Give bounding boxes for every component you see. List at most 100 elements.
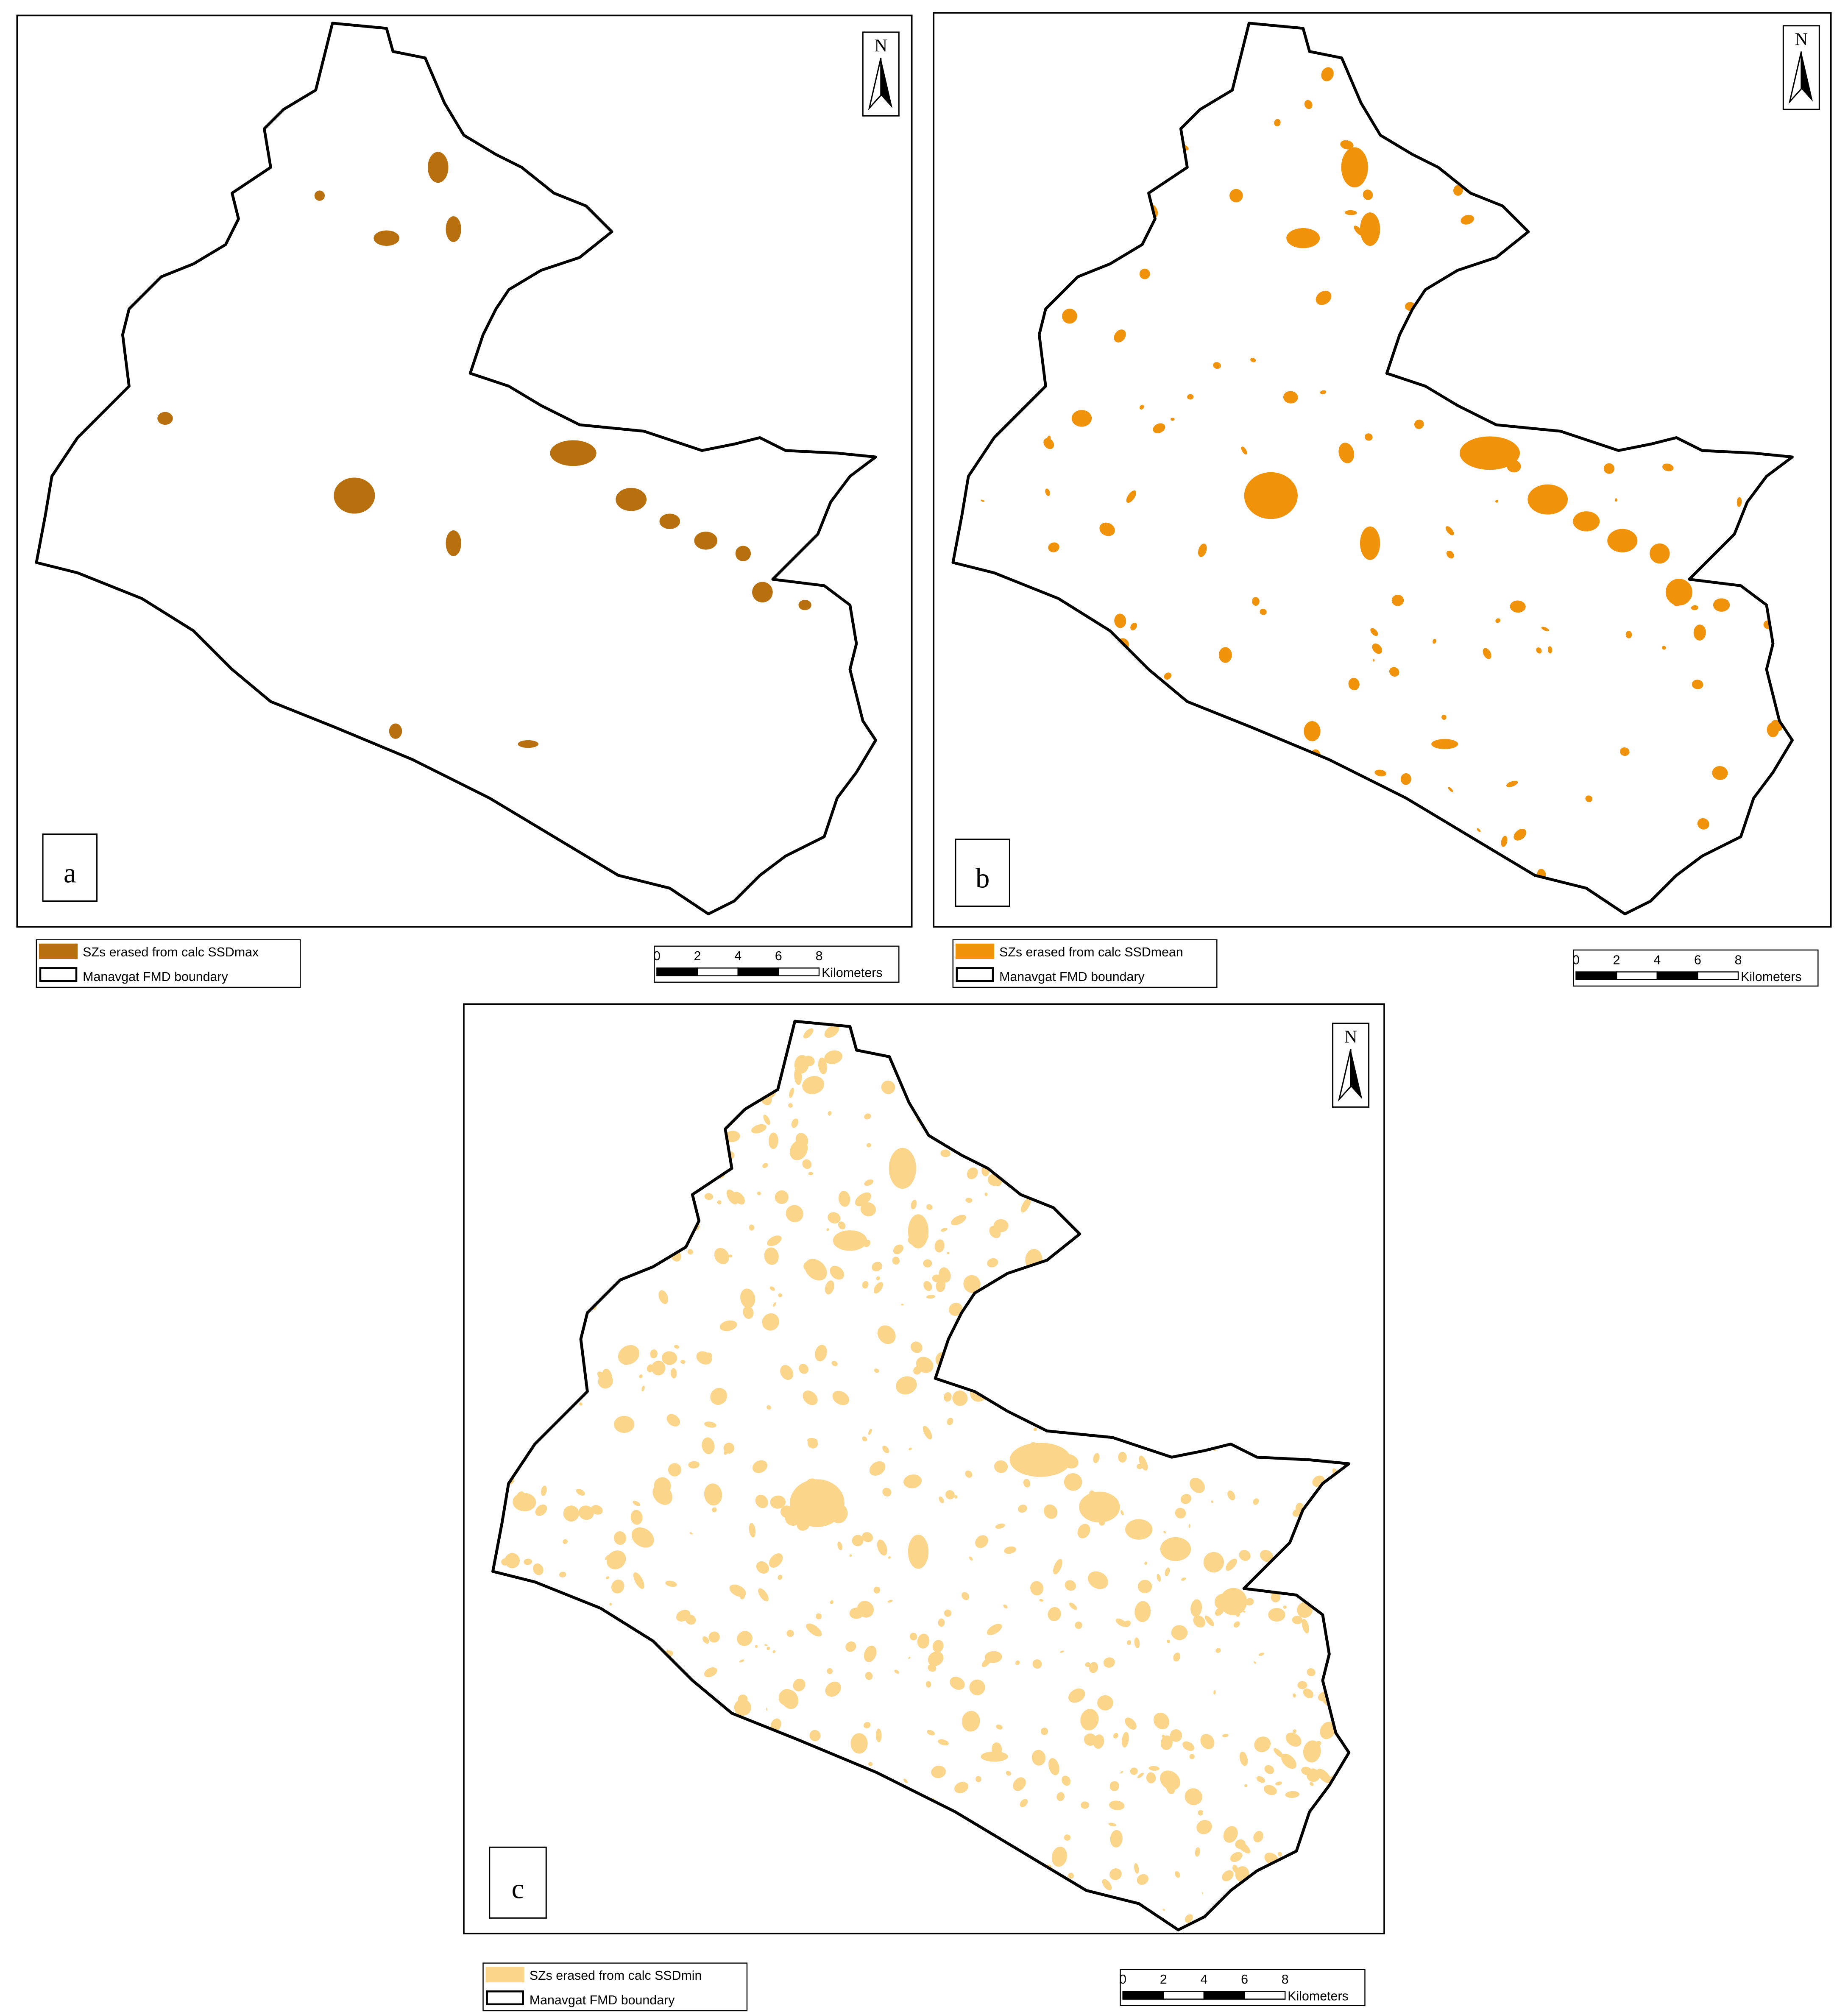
erased-zone (894, 1669, 899, 1674)
erased-zone (1103, 1657, 1115, 1668)
legend-swatch-zones (955, 943, 994, 959)
erased-zone (881, 1080, 895, 1094)
erased-zone (1109, 1868, 1122, 1880)
erased-zone (1190, 1599, 1202, 1617)
erased-zone (768, 1132, 778, 1149)
erased-zone (1477, 828, 1481, 832)
erased-zone (1204, 1615, 1214, 1627)
erased-zone (1232, 1864, 1238, 1873)
erased-zone (803, 1028, 814, 1039)
erased-zone (824, 1025, 839, 1038)
erased-zone (875, 1728, 882, 1742)
erased-zone (1099, 522, 1115, 536)
panel-label-box (489, 1846, 547, 1919)
erased-zone (563, 1539, 568, 1544)
erased-zone (791, 1118, 798, 1128)
erased-zone (1023, 1479, 1031, 1488)
erased-zone (770, 1495, 786, 1509)
erased-zone (1536, 647, 1542, 654)
erased-zone (1275, 1781, 1282, 1786)
erased-zone (1303, 1740, 1321, 1763)
erased-zone (995, 1523, 1005, 1529)
erased-zone (1340, 140, 1354, 150)
erased-zone (1292, 1693, 1296, 1698)
erased-zone (1130, 622, 1137, 630)
erased-zone (1170, 1729, 1182, 1742)
erased-zone (892, 1257, 900, 1265)
erased-zone (1345, 210, 1357, 215)
erased-zone (828, 1111, 832, 1116)
erased-zone (1089, 1662, 1098, 1673)
erased-zone (1065, 1580, 1076, 1591)
erased-zone (830, 1504, 848, 1523)
erased-zone (838, 1190, 850, 1207)
erased-zone (1040, 1457, 1055, 1474)
erased-zones (157, 152, 811, 748)
north-arrow-right (881, 58, 893, 109)
erased-zone (1080, 1709, 1099, 1731)
erased-zone (729, 1584, 746, 1597)
erased-zone (676, 1610, 691, 1622)
erased-zone (852, 1535, 864, 1547)
erased-zone (1215, 1607, 1224, 1616)
erased-zone (850, 1733, 868, 1754)
legend-swatch-boundary (956, 967, 994, 982)
erased-zone (1292, 1616, 1303, 1625)
erased-zone (1360, 526, 1380, 560)
erased-zone (803, 1056, 815, 1066)
erased-zone (864, 1645, 877, 1662)
erased-zone (1400, 773, 1411, 785)
erased-zone (1134, 1637, 1140, 1648)
erased-zone (618, 1345, 640, 1365)
erased-zone (616, 488, 647, 511)
erased-zone (708, 1631, 720, 1643)
scale-tick-label: 8 (1282, 1973, 1289, 1987)
erased-zone (1285, 1791, 1300, 1798)
erased-zone (1713, 598, 1730, 612)
erased-zone (939, 1496, 944, 1503)
erased-zone (1009, 1443, 1071, 1477)
erased-zone (1239, 1751, 1248, 1766)
erased-zone (1160, 1735, 1173, 1750)
erased-zone (1620, 747, 1630, 756)
erased-zone (1017, 1505, 1027, 1513)
north-label: N (874, 36, 887, 56)
erased-zone (1338, 443, 1355, 463)
erased-zone (1160, 1547, 1164, 1550)
erased-zone (658, 1290, 669, 1304)
erased-zone (389, 723, 402, 739)
erased-zone (1506, 780, 1518, 787)
erased-zone (845, 1641, 856, 1652)
erased-zone (1088, 1571, 1108, 1589)
erased-zone (778, 1293, 783, 1298)
erased-zone (739, 1659, 744, 1663)
erased-zone (1297, 1681, 1307, 1689)
scale-unit: Kilometers (1288, 1990, 1348, 2004)
erased-zone (1171, 1625, 1188, 1640)
erased-zone (1069, 1602, 1077, 1610)
erased-zone (1222, 1733, 1229, 1738)
erased-zone (1372, 643, 1383, 654)
erased-zone (992, 1742, 1002, 1756)
erased-zone (873, 1282, 883, 1294)
erased-zone (1061, 1454, 1079, 1469)
erased-zone (1077, 1524, 1090, 1538)
erased-zone (1662, 646, 1666, 650)
erased-zone (1307, 1668, 1316, 1677)
erased-zone (806, 1478, 817, 1487)
erased-zone (927, 1730, 935, 1736)
erased-zone (944, 1609, 952, 1617)
scale-tick-label: 4 (1200, 1973, 1207, 1987)
erased-zone (1448, 787, 1453, 792)
erased-zone (524, 1558, 532, 1565)
scale-tick-label: 6 (775, 949, 782, 963)
scale-tick-label: 6 (1694, 953, 1701, 967)
erased-zone (1123, 1620, 1131, 1627)
erased-zone (1139, 1455, 1148, 1471)
erased-zone (1029, 1442, 1037, 1449)
erased-zone (733, 1192, 745, 1205)
erased-zone (1120, 1771, 1123, 1774)
erased-zone (1182, 1741, 1195, 1751)
erased-zone (928, 1651, 944, 1666)
